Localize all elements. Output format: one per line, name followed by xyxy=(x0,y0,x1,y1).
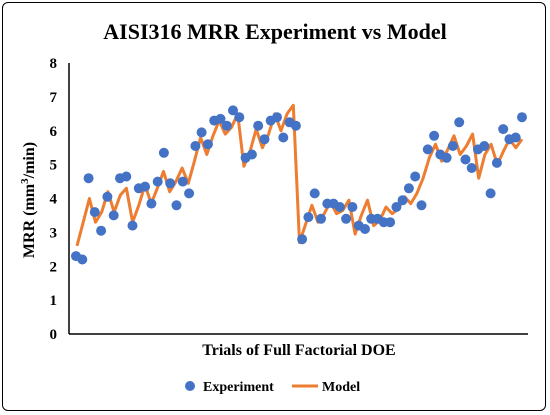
experiment-point xyxy=(491,157,502,168)
legend-experiment-marker xyxy=(185,381,195,391)
y-axis-label-end: /min) xyxy=(21,142,38,179)
experiment-point xyxy=(259,134,270,145)
experiment-point xyxy=(303,212,314,223)
experiment-point xyxy=(108,210,119,221)
experiment-point xyxy=(202,139,213,150)
experiment-point xyxy=(83,173,94,184)
experiment-point xyxy=(184,188,195,199)
experiment-point xyxy=(146,198,157,209)
experiment-point xyxy=(316,213,326,224)
experiment-point xyxy=(297,234,308,245)
experiment-point xyxy=(121,171,132,182)
experiment-point xyxy=(410,171,421,182)
experiment-point xyxy=(158,147,169,158)
y-tick-label: 0 xyxy=(50,327,58,343)
experiment-point xyxy=(253,120,264,131)
experiment-point xyxy=(416,200,427,211)
experiment-point xyxy=(341,213,352,224)
experiment-point xyxy=(215,113,226,124)
y-tick-label: 1 xyxy=(50,293,58,309)
experiment-point xyxy=(422,144,433,155)
experiment-point xyxy=(77,254,88,265)
experiment-point xyxy=(177,176,188,187)
experiment-point xyxy=(171,200,182,211)
x-axis-label: Trials of Full Factorial DOE xyxy=(202,342,395,359)
experiment-point xyxy=(498,124,509,135)
y-tick-label: 7 xyxy=(50,90,58,106)
experiment-point xyxy=(447,141,458,151)
experiment-point xyxy=(454,117,465,128)
experiment-point xyxy=(96,225,107,236)
experiment-point xyxy=(89,207,100,218)
experiment-point xyxy=(140,181,151,192)
legend: Experiment Model xyxy=(185,380,360,395)
experiment-point xyxy=(196,127,207,138)
y-tick-label: 3 xyxy=(50,225,58,241)
experiment-point xyxy=(165,178,176,189)
experiment-point xyxy=(102,191,113,202)
experiment-point xyxy=(360,224,370,234)
y-tick-label: 8 xyxy=(50,56,58,72)
y-axis-label: MRR (mm3/min) xyxy=(19,142,38,258)
experiment-point xyxy=(441,152,452,163)
experiment-series xyxy=(71,105,527,265)
experiment-point xyxy=(460,154,471,165)
experiment-point xyxy=(290,120,301,131)
experiment-point xyxy=(334,202,345,212)
experiment-point xyxy=(385,217,396,228)
chart-title: AISI316 MRR Experiment vs Model xyxy=(103,19,446,44)
y-axis-label-sup: 3 xyxy=(19,178,31,184)
experiment-point xyxy=(347,202,358,212)
experiment-point xyxy=(234,112,245,123)
legend-experiment-label: Experiment xyxy=(203,380,274,395)
experiment-point xyxy=(517,112,527,123)
y-tick-label: 4 xyxy=(50,192,58,208)
y-tick-label: 2 xyxy=(50,259,58,275)
legend-model-label: Model xyxy=(322,380,360,395)
experiment-point xyxy=(228,105,238,116)
y-axis-label-main: MRR (mm xyxy=(21,183,38,258)
experiment-point xyxy=(190,141,201,151)
y-tick-labels: 0 1 2 3 4 5 6 7 8 xyxy=(50,56,58,343)
experiment-point xyxy=(272,112,282,123)
y-tick-label: 6 xyxy=(50,124,58,140)
experiment-point xyxy=(429,130,440,141)
experiment-point xyxy=(485,188,496,199)
experiment-point xyxy=(391,202,402,212)
experiment-point xyxy=(127,220,138,231)
experiment-point xyxy=(278,132,289,143)
experiment-point xyxy=(397,195,408,206)
experiment-point xyxy=(221,120,232,131)
experiment-point xyxy=(309,188,320,199)
experiment-point xyxy=(479,141,490,151)
experiment-point xyxy=(152,176,163,187)
experiment-point xyxy=(403,183,414,194)
experiment-point xyxy=(466,163,477,173)
y-tick-label: 5 xyxy=(50,158,58,174)
experiment-point xyxy=(246,149,257,160)
experiment-point xyxy=(510,132,521,143)
